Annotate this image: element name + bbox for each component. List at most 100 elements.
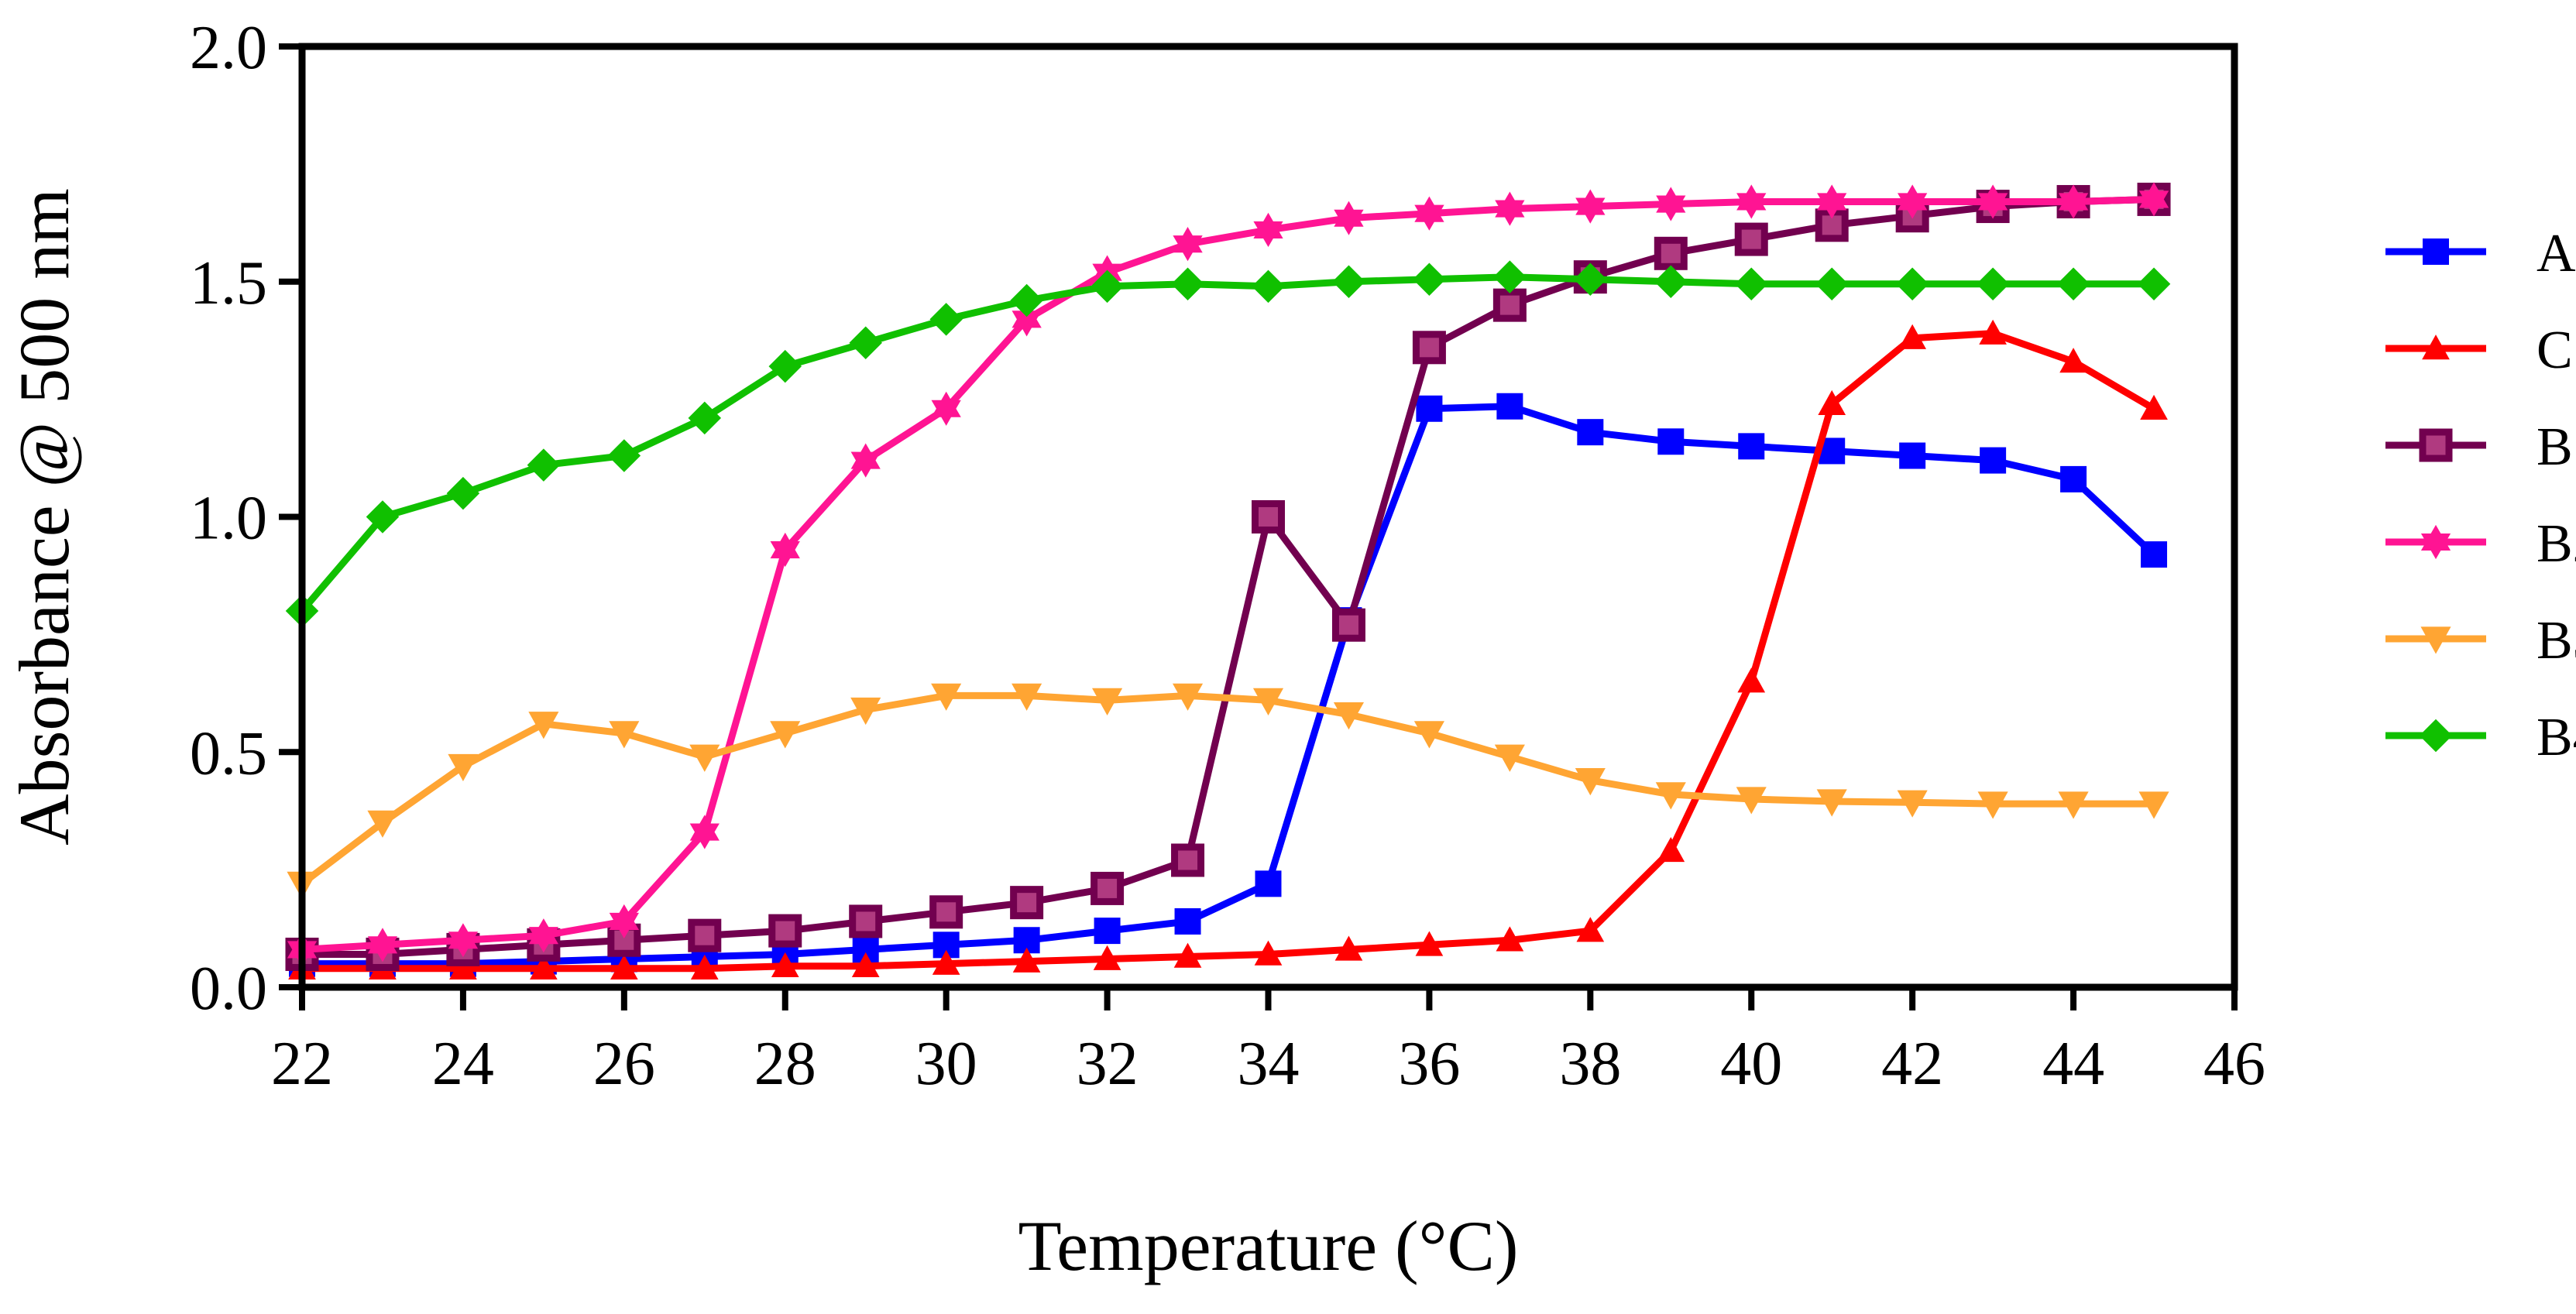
data-point [1738, 433, 1765, 460]
data-point [1333, 702, 1365, 730]
data-point [1736, 184, 1767, 219]
data-point [1494, 744, 1525, 772]
data-point [1495, 191, 1525, 226]
data-point [1254, 940, 1283, 966]
data-point [1415, 931, 1444, 956]
series-b1 [285, 182, 2171, 971]
data-point [1576, 917, 1605, 942]
data-point [1737, 667, 1766, 693]
data-point [1577, 419, 1604, 446]
data-point [1010, 886, 1044, 920]
y-axis-ticks: 0.0 0.5 1.0 1.5 2.0 [190, 14, 302, 1023]
legend-swatch-marker [2419, 719, 2453, 753]
data-point [2058, 184, 2089, 219]
legend-swatch-marker [2422, 335, 2450, 360]
data-point [2058, 791, 2089, 819]
legend-item-b1: B1 [2385, 417, 2576, 477]
data-point [1334, 935, 1363, 961]
series-b4 [285, 260, 2171, 628]
data-point [530, 954, 558, 979]
data-point [849, 326, 882, 359]
legend-item-a1: A1 [2385, 224, 2576, 283]
data-point [1492, 288, 1527, 322]
x-tick-label: 26 [593, 1030, 655, 1098]
data-point [931, 391, 961, 426]
data-point [1010, 283, 1043, 317]
data-point [607, 439, 641, 472]
x-tick-label: 36 [1398, 1030, 1460, 1098]
data-point [1575, 768, 1606, 796]
data-point [609, 904, 639, 938]
data-point [1012, 947, 1041, 973]
data-point [1173, 227, 1203, 262]
plot-area [285, 182, 2171, 979]
data-point [1979, 319, 2007, 345]
data-point [1414, 196, 1444, 231]
y-axis-title: Absorbance @ 500 nm [5, 188, 84, 846]
data-point [1654, 265, 1688, 298]
series-line-c1 [302, 330, 2156, 973]
data-point [610, 954, 638, 979]
data-point [448, 753, 479, 782]
data-point [1978, 184, 2008, 219]
x-tick-label: 34 [1238, 1030, 1300, 1098]
x-axis-ticks: 22 24 26 28 30 32 34 36 38 40 42 44 46 [271, 987, 2265, 1098]
data-point [1413, 721, 1444, 749]
legend-item-b3: B3 [2385, 611, 2576, 671]
data-point [1416, 395, 1443, 422]
data-point [1171, 267, 1204, 301]
data-point [1898, 184, 1928, 219]
data-point [449, 954, 477, 979]
data-point [1493, 260, 1527, 293]
x-tick-label: 46 [2203, 1030, 2265, 1098]
data-point [2138, 182, 2169, 217]
data-point [1253, 212, 1283, 247]
x-tick-label: 38 [1559, 1030, 1621, 1098]
data-point [446, 476, 480, 510]
legend-label: B4 [2537, 708, 2576, 767]
data-point [688, 401, 722, 435]
data-point [448, 923, 479, 958]
data-point [2137, 267, 2171, 301]
legend-label: A1 [2537, 224, 2576, 283]
legend-swatch-marker [2423, 238, 2449, 265]
x-axis-title: Temperature (°C) [1018, 1206, 1519, 1285]
series-b2 [287, 182, 2169, 967]
data-point [2141, 541, 2168, 568]
data-point [1895, 267, 1929, 301]
y-tick-label: 1.5 [190, 249, 267, 317]
data-point [850, 697, 881, 726]
series-c1 [288, 319, 2168, 979]
y-tick-label: 2.0 [190, 14, 267, 82]
legend-item-b2: B2 [2385, 514, 2576, 574]
data-point [1736, 787, 1767, 815]
legend-label: B2 [2537, 514, 2576, 574]
data-point [770, 532, 800, 568]
data-point [1898, 324, 1927, 349]
data-point [1172, 683, 1204, 711]
data-point [690, 954, 719, 979]
data-point [1575, 189, 1606, 224]
x-tick-label: 40 [1720, 1030, 1782, 1098]
data-point [931, 683, 962, 711]
data-point [689, 815, 720, 849]
data-point [528, 918, 558, 953]
data-point [527, 448, 561, 482]
series-line-b4 [299, 273, 2154, 613]
data-point [929, 303, 963, 336]
data-point [1252, 500, 1285, 533]
data-point [2140, 394, 2168, 420]
data-point [1816, 789, 1847, 817]
data-point [689, 744, 720, 772]
data-point [366, 500, 400, 533]
data-point [1734, 222, 1768, 256]
data-point [1654, 236, 1688, 270]
data-point [367, 928, 398, 962]
data-point [1412, 331, 1446, 365]
data-point [1496, 393, 1523, 420]
data-point [1252, 688, 1284, 715]
data-point [1976, 267, 2010, 301]
data-point [688, 918, 722, 952]
data-point [1817, 184, 1847, 219]
